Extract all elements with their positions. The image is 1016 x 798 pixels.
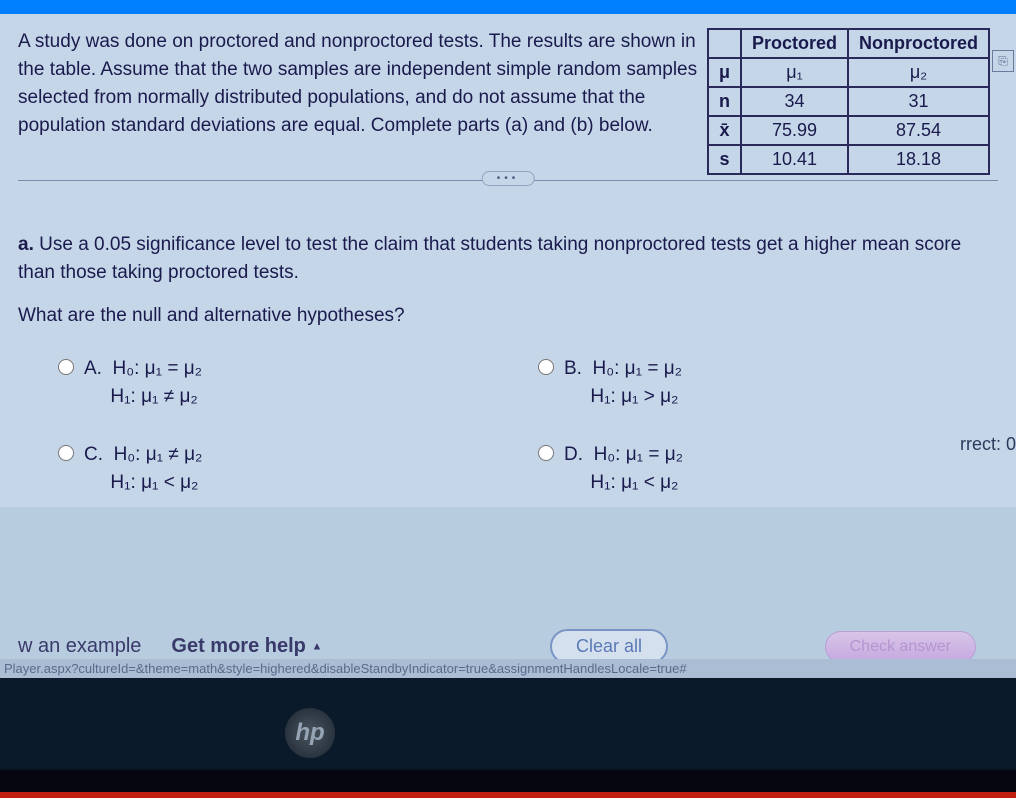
table-header-blank [708, 29, 741, 58]
option-a[interactable]: A. H₀: μ₁ = μ₂ H₁: μ₁ ≠ μ₂ [58, 355, 518, 411]
status-url: Player.aspx?cultureId=&theme=math&style=… [0, 659, 1016, 678]
option-h0: H₀: μ₁ = μ₂ [593, 358, 683, 379]
radio-b[interactable] [538, 359, 554, 375]
option-h0: H₀: μ₁ ≠ μ₂ [114, 444, 203, 465]
radio-a[interactable] [58, 359, 74, 375]
copy-icon[interactable]: ⎘ [992, 50, 1014, 72]
table-header-proctored: Proctored [741, 29, 848, 58]
option-h1: H₁: μ₁ ≠ μ₂ [110, 386, 197, 407]
footer-bar: w an example Get more help ▲ Clear all C… [0, 635, 1016, 658]
cell: 10.41 [741, 145, 848, 174]
correct-count: rrect: 0 [960, 434, 1016, 455]
option-h0: H₀: μ₁ = μ₂ [113, 358, 203, 379]
option-label: D. [564, 444, 583, 465]
view-example-link[interactable]: w an example [18, 635, 141, 658]
table-row: n 34 31 [708, 87, 989, 116]
option-h1: H₁: μ₁ < μ₂ [590, 472, 678, 493]
cell: 87.54 [848, 116, 989, 145]
table-row: s 10.41 18.18 [708, 145, 989, 174]
options-grid: A. H₀: μ₁ = μ₂ H₁: μ₁ ≠ μ₂ B. H₀: μ₁ = μ… [18, 355, 998, 497]
cell: 75.99 [741, 116, 848, 145]
cell: 31 [848, 87, 989, 116]
row-label-s: s [708, 145, 741, 174]
option-d[interactable]: D. H₀: μ₁ = μ₂ H₁: μ₁ < μ₂ [538, 441, 998, 497]
part-a-label: a. [18, 234, 34, 255]
cell: μ₁ [741, 58, 848, 87]
caret-up-icon: ▲ [311, 641, 322, 653]
problem-statement: A study was done on proctored and nonpro… [18, 28, 718, 140]
option-h1: H₁: μ₁ > μ₂ [590, 386, 678, 407]
option-h1: H₁: μ₁ < μ₂ [110, 472, 198, 493]
check-answer-button[interactable]: Check answer [825, 631, 976, 663]
row-label-xbar: x̄ [708, 116, 741, 145]
row-label-n: n [708, 87, 741, 116]
table-header-nonproctored: Nonproctored [848, 29, 989, 58]
cell: 34 [741, 87, 848, 116]
option-b[interactable]: B. H₀: μ₁ = μ₂ H₁: μ₁ > μ₂ [538, 355, 998, 411]
part-a-body: Use a 0.05 significance level to test th… [18, 234, 961, 283]
hp-logo-icon: hp [285, 708, 335, 758]
radio-d[interactable] [538, 445, 554, 461]
table-row: Proctored Nonproctored [708, 29, 989, 58]
get-help-label: Get more help [171, 635, 305, 657]
option-label: C. [84, 444, 103, 465]
option-c[interactable]: C. H₀: μ₁ ≠ μ₂ H₁: μ₁ < μ₂ [58, 441, 518, 497]
problem-panel: A study was done on proctored and nonpro… [0, 14, 1016, 507]
laptop-bezel: hp [0, 678, 1016, 798]
part-a-text: a. Use a 0.05 significance level to test… [18, 231, 998, 287]
cell: 18.18 [848, 145, 989, 174]
data-table: Proctored Nonproctored μ μ₁ μ₂ n 34 31 x… [707, 28, 990, 175]
expand-dots-icon[interactable]: ••• [482, 171, 535, 186]
window-topbar [0, 0, 1016, 14]
row-label-mu: μ [708, 58, 741, 87]
table-row: x̄ 75.99 87.54 [708, 116, 989, 145]
option-h0: H₀: μ₁ = μ₂ [594, 444, 684, 465]
hypothesis-question: What are the null and alternative hypoth… [18, 305, 998, 327]
table-row: μ μ₁ μ₂ [708, 58, 989, 87]
radio-c[interactable] [58, 445, 74, 461]
section-divider: ••• [18, 180, 998, 181]
cell: μ₂ [848, 58, 989, 87]
get-more-help-link[interactable]: Get more help ▲ [171, 635, 322, 658]
option-label: B. [564, 358, 582, 379]
option-label: A. [84, 358, 102, 379]
